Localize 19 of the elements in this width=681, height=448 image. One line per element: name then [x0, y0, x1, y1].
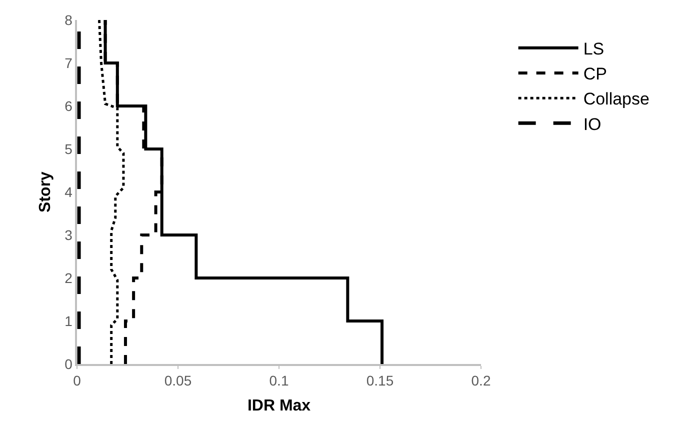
- x-tick-label: 0.15: [366, 372, 394, 389]
- y-tick-label: 3: [64, 226, 73, 243]
- y-tick-label: 5: [64, 140, 73, 157]
- legend-label: CP: [583, 64, 607, 84]
- y-tick-label: 2: [64, 270, 73, 286]
- legend-label: IO: [583, 114, 602, 134]
- y-axis-title: Story: [37, 171, 54, 212]
- x-tick-label: 0.05: [164, 372, 192, 389]
- legend-label: Collapse: [583, 90, 650, 109]
- y-tick-label: 4: [64, 184, 73, 200]
- x-tick-label: 0.1: [269, 372, 289, 389]
- y-tick-label: 6: [64, 98, 73, 114]
- y-tick-label: 8: [64, 12, 73, 28]
- legend-label: LS: [583, 40, 604, 58]
- y-tick-label: 7: [64, 54, 73, 71]
- y-tick-label: 0: [64, 356, 73, 372]
- y-tick-label: 1: [64, 312, 73, 329]
- x-axis-title: IDR Max: [247, 398, 311, 415]
- x-tick-label: 0.2: [471, 372, 491, 389]
